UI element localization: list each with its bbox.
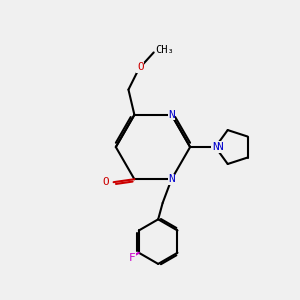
Text: N: N (217, 142, 223, 152)
Text: O: O (137, 62, 144, 72)
Text: CH₃: CH₃ (156, 45, 174, 55)
Text: F: F (129, 253, 136, 263)
Text: N: N (168, 174, 175, 184)
Text: N: N (168, 110, 175, 120)
Text: N: N (212, 142, 219, 152)
Text: O: O (103, 177, 110, 187)
